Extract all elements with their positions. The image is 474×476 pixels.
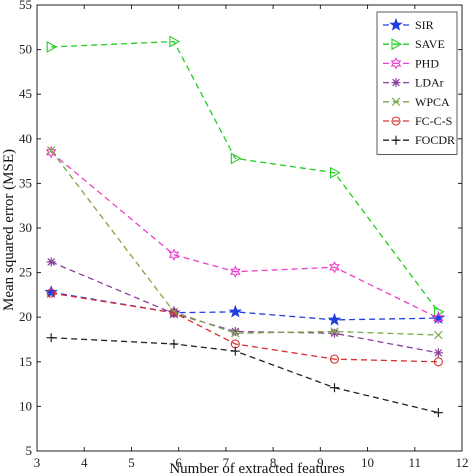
legend-label: SIR	[415, 18, 434, 32]
legend: SIR SAVE PHD LDAr WPCA FC-C-S FOCDR	[376, 11, 458, 155]
x-tick-label: 6	[175, 455, 182, 470]
data-point	[230, 265, 241, 278]
legend-entry: LDAr	[383, 76, 444, 90]
data-point	[433, 408, 443, 418]
data-point	[169, 339, 179, 349]
data-point	[327, 312, 342, 326]
data-point	[329, 354, 340, 364]
legend-label: WPCA	[415, 95, 450, 109]
y-tick-label: 40	[19, 131, 32, 146]
y-tick-label: 55	[19, 0, 32, 12]
data-point	[330, 327, 339, 336]
data-point	[330, 328, 339, 338]
x-tick-label: 7	[223, 455, 230, 470]
legend-marker	[391, 97, 401, 107]
data-point	[434, 330, 443, 340]
data-point	[169, 35, 181, 48]
y-tick-label: 15	[19, 354, 32, 369]
series-save	[46, 35, 445, 318]
data-point	[433, 357, 443, 367]
series-phd	[45, 146, 444, 325]
data-point	[46, 333, 56, 343]
data-point	[230, 152, 242, 165]
legend-label: PHD	[415, 56, 439, 70]
data-point	[329, 261, 340, 274]
data-point	[45, 146, 57, 159]
data-point	[46, 40, 58, 53]
y-tick-label: 5	[26, 443, 33, 458]
legend-marker	[390, 57, 402, 70]
data-point	[46, 288, 56, 298]
y-tick-label: 20	[19, 309, 32, 324]
series-line	[50, 261, 439, 354]
x-tick-label: 11	[409, 455, 422, 470]
series-line	[50, 150, 439, 336]
data-point	[168, 248, 180, 261]
data-point	[329, 166, 341, 179]
series-line	[51, 40, 439, 313]
x-tick-label: 8	[270, 455, 277, 470]
legend-box	[376, 11, 458, 155]
data-point	[169, 308, 179, 318]
legend-marker	[391, 38, 403, 51]
series-layer	[44, 35, 446, 418]
series-line	[50, 151, 439, 319]
data-point	[330, 383, 339, 393]
legend-entry: WPCA	[383, 95, 450, 109]
legend-label: LDAr	[415, 76, 444, 90]
legend-marker	[391, 135, 401, 145]
legend-entry: PHD	[383, 56, 439, 70]
x-tick-label: 10	[361, 455, 374, 470]
x-tick-label: 3	[34, 455, 41, 470]
data-point	[44, 285, 58, 298]
series-focdr	[46, 333, 443, 418]
data-point	[231, 329, 240, 338]
y-axis-label: Mean squared error (MSE)	[1, 149, 17, 311]
legend-entry: SAVE	[383, 37, 445, 51]
data-point	[230, 346, 240, 356]
data-point	[433, 311, 444, 325]
plot-frame	[36, 4, 463, 452]
y-tick-label: 10	[19, 398, 32, 413]
x-tick-label: 12	[456, 455, 469, 470]
x-tick-label: 9	[317, 455, 324, 470]
legend-marker	[389, 17, 403, 31]
legend-marker	[391, 78, 401, 88]
x-tick-label: 4	[81, 455, 88, 470]
legend-entry: SIR	[383, 17, 434, 32]
legend-label: FOCDR	[415, 133, 455, 147]
data-point	[433, 348, 443, 358]
series-line	[51, 292, 439, 363]
legend-label: SAVE	[415, 37, 445, 51]
legend-label: FC-C-S	[415, 114, 452, 128]
x-axis-label: Number of extracted features	[169, 461, 344, 476]
data-point	[46, 257, 56, 267]
y-tick-label: 50	[19, 42, 32, 57]
legend-marker	[391, 116, 401, 126]
data-point	[46, 146, 56, 155]
data-point	[228, 304, 243, 318]
y-tick-label: 35	[19, 175, 32, 190]
y-tick-label: 25	[19, 265, 32, 280]
legend-entry: FOCDR	[383, 133, 455, 147]
y-tick-label: 30	[19, 220, 32, 235]
legend-entry: FC-C-S	[383, 114, 452, 128]
y-tick-label: 45	[19, 86, 32, 101]
x-tick-label: 5	[128, 455, 135, 470]
data-point	[230, 326, 240, 336]
series-ldar	[46, 257, 443, 358]
